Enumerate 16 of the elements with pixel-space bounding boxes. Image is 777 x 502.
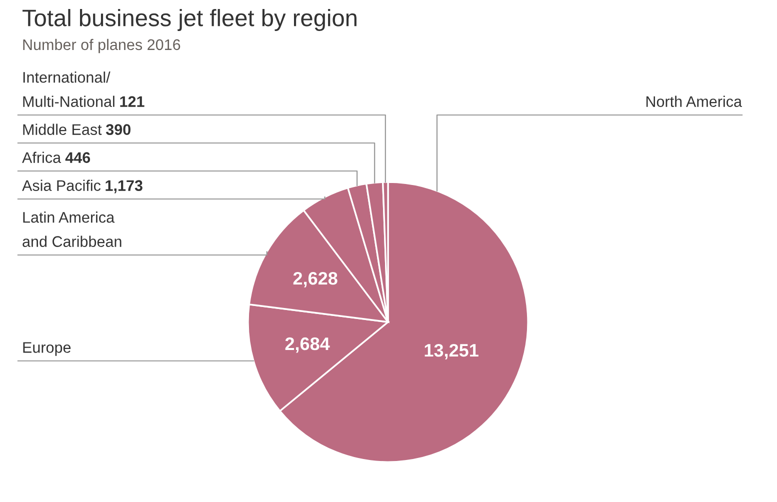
data-label: 13,251 (424, 344, 478, 360)
data-label: 1,173 (106, 180, 142, 194)
data-label: 390 (106, 124, 130, 135)
slice-label: Middle East (23, 124, 102, 135)
slice-label: Latin America and Caribbean (22, 212, 122, 247)
data-label: 446 (65, 152, 90, 163)
data-label: 2,684 (285, 337, 330, 353)
slice-label: North America (646, 96, 742, 107)
data-label: 2,628 (293, 272, 338, 288)
chart-title: Total business jet fleet by region (22, 8, 356, 32)
slice-label: International/ Multi-National (23, 72, 114, 107)
chart-subtitle: Number of planes 2016 (23, 38, 180, 54)
slice-label: Europe (23, 342, 71, 356)
slice-label: Asia Pacific (22, 180, 101, 191)
slice-label: Africa (22, 152, 62, 163)
data-label: 121 (120, 96, 144, 107)
